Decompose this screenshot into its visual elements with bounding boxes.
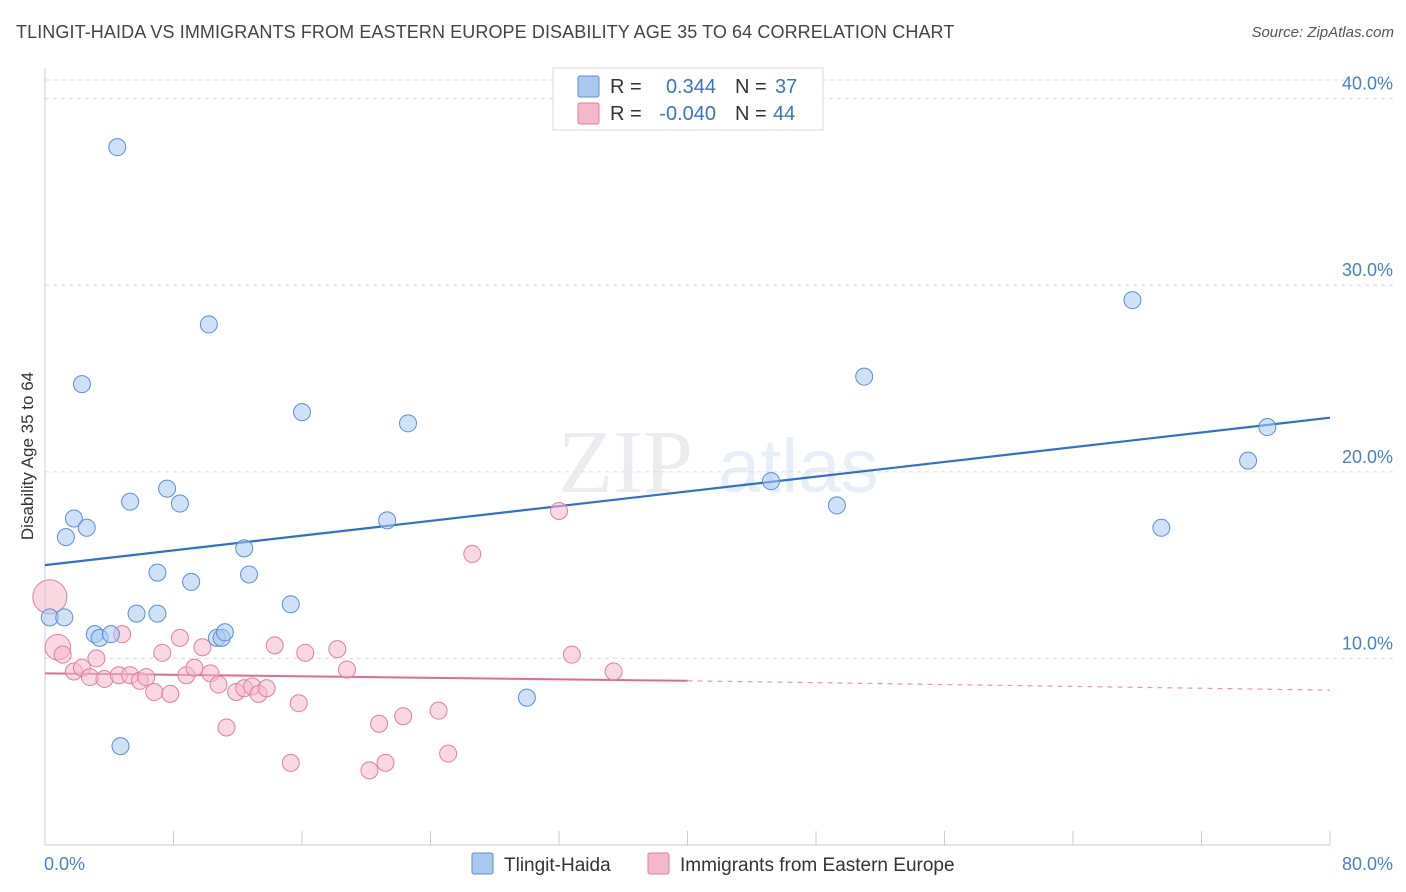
legend-n-label-2: N =	[735, 103, 767, 125]
point-tlingit-haida	[215, 623, 234, 642]
point-eastern-europe	[161, 684, 180, 703]
y-axis-label: Disability Age 35 to 64	[18, 372, 37, 540]
point-tlingit-haida	[111, 737, 130, 756]
series-legend-label-eastern-europe: Immigrants from Eastern Europe	[680, 855, 955, 876]
point-tlingit-haida	[1258, 418, 1277, 437]
point-eastern-europe	[217, 718, 236, 737]
point-tlingit-haida	[293, 403, 311, 422]
point-tlingit-haida	[239, 565, 258, 584]
legend-n-value-1: 37	[775, 76, 797, 98]
point-eastern-europe	[439, 744, 458, 763]
legend-r-label-2: R =	[610, 103, 642, 125]
legend-swatch-eastern-europe	[577, 102, 600, 125]
point-eastern-europe	[257, 679, 276, 698]
point-eastern-europe	[289, 694, 308, 713]
point-tlingit-haida	[72, 375, 91, 394]
point-tlingit-haida	[235, 539, 254, 558]
point-tlingit-haida	[56, 528, 75, 547]
point-eastern-europe	[193, 638, 212, 657]
point-eastern-europe	[360, 761, 379, 780]
point-tlingit-haida	[827, 496, 846, 515]
point-tlingit-haida	[855, 367, 874, 386]
trend-line-tlingit-haida	[44, 416, 1331, 567]
point-tlingit-haida	[182, 572, 201, 591]
point-tlingit-haida	[1152, 518, 1171, 537]
point-tlingit-haida	[517, 688, 536, 707]
point-tlingit-haida	[108, 138, 127, 157]
point-eastern-europe	[550, 502, 568, 521]
y-tick-label: 40.0%	[1342, 74, 1393, 94]
point-tlingit-haida	[64, 509, 83, 528]
point-eastern-europe	[394, 707, 413, 726]
point-eastern-europe	[370, 714, 389, 733]
y-tick-label: 20.0%	[1342, 447, 1393, 467]
point-tlingit-haida	[1239, 451, 1258, 470]
point-eastern-europe	[328, 640, 347, 659]
stats-legend: R = 0.344 N = 37 R = -0.040 N = 44	[552, 67, 824, 131]
point-tlingit-haida	[170, 494, 189, 513]
series-legend: Tlingit-Haida Immigrants from Eastern Eu…	[471, 852, 955, 876]
chart-title: TLINGIT-HAIDA VS IMMIGRANTS FROM EASTERN…	[16, 22, 955, 42]
legend-swatch-tlingit-haida	[577, 75, 600, 98]
x-tick-label: 0.0%	[44, 854, 85, 874]
point-eastern-europe	[296, 643, 315, 662]
watermark-atlas: atlas	[718, 424, 879, 509]
trend-line-eastern-europe-extrapolated	[687, 680, 1331, 691]
legend-n-value-2: 44	[773, 103, 795, 125]
point-eastern-europe	[376, 753, 395, 772]
point-eastern-europe	[265, 636, 284, 655]
point-eastern-europe	[170, 628, 189, 647]
point-tlingit-haida	[281, 595, 300, 614]
point-eastern-europe	[153, 643, 172, 662]
point-eastern-europe	[562, 645, 581, 664]
point-tlingit-haida	[55, 608, 74, 627]
point-tlingit-haida	[148, 604, 167, 623]
point-eastern-europe	[209, 675, 228, 694]
point-eastern-europe	[87, 649, 106, 668]
legend-n-label-1: N =	[735, 76, 767, 98]
series-legend-swatch-eastern-europe	[647, 852, 670, 875]
watermark-zip: ZIP	[558, 413, 693, 512]
point-eastern-europe	[145, 683, 164, 701]
point-eastern-europe	[429, 701, 448, 720]
point-tlingit-haida	[399, 414, 418, 433]
legend-r-value-1: 0.344	[666, 76, 716, 98]
axes	[44, 68, 1331, 846]
point-tlingit-haida	[199, 315, 218, 334]
point-eastern-europe	[463, 544, 482, 563]
point-eastern-europe	[604, 662, 623, 681]
legend-r-value-2: -0.040	[659, 103, 716, 125]
x-tick-label: 80.0%	[1342, 854, 1393, 874]
series-legend-swatch-tlingit-haida	[471, 852, 494, 875]
point-tlingit-haida	[127, 604, 146, 623]
point-eastern-europe	[281, 753, 300, 772]
legend-r-label-1: R =	[610, 76, 642, 98]
point-eastern-europe	[137, 668, 156, 687]
point-tlingit-haida	[77, 518, 96, 537]
tick-labels: 10.0% 20.0% 30.0% 40.0% 0.0% 80.0%	[44, 74, 1393, 874]
point-eastern-europe	[337, 660, 356, 679]
y-tick-label: 10.0%	[1342, 633, 1393, 653]
point-tlingit-haida	[121, 492, 140, 511]
point-eastern-europe	[53, 645, 72, 664]
point-tlingit-haida	[158, 479, 177, 498]
point-tlingit-haida	[378, 511, 397, 530]
point-tlingit-haida	[148, 563, 167, 582]
point-tlingit-haida	[762, 472, 781, 491]
data-points	[32, 138, 1277, 780]
point-eastern-europe	[185, 658, 204, 677]
series-legend-label-tlingit-haida: Tlingit-Haida	[504, 855, 611, 876]
source-credit: Source: ZipAtlas.com	[1251, 24, 1394, 41]
y-tick-label: 30.0%	[1342, 260, 1393, 280]
watermark: ZIP atlas	[558, 413, 879, 512]
point-tlingit-haida	[1123, 291, 1142, 310]
point-tlingit-haida	[101, 625, 120, 644]
